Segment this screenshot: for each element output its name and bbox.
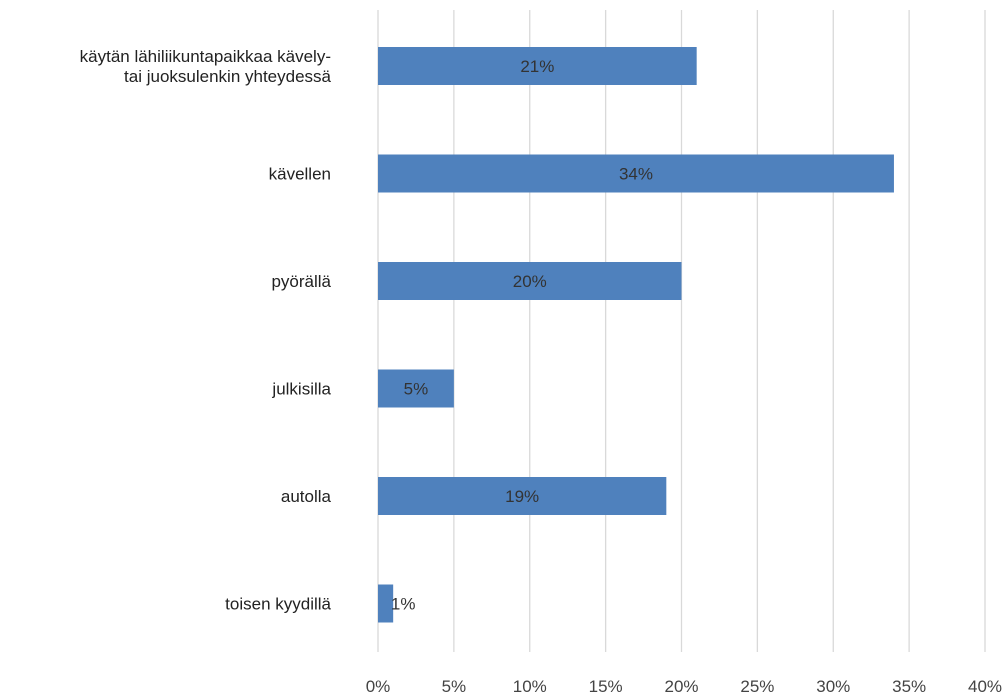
data-label: 5% [404,380,429,399]
bar [378,262,682,300]
data-label: 21% [520,57,554,76]
bars [378,47,894,623]
category-label: käytän lähiliikuntapaikkaa kävely-tai ju… [80,47,332,86]
x-tick-label: 40% [968,677,1002,696]
data-label: 1% [391,595,416,614]
bar [378,154,894,193]
x-tick-label: 15% [589,677,623,696]
bar [378,477,667,515]
category-label: autolla [281,487,332,506]
gridlines [377,10,986,652]
x-tick-label: 25% [740,677,774,696]
x-tick-label: 5% [442,677,467,696]
x-tick-label: 30% [816,677,850,696]
x-tick-labels: 0% 5% 10% 15% 20% 25% 30% 35% 40% [366,677,1002,696]
bar [378,47,697,85]
category-label: kävellen [269,165,331,184]
x-tick-label: 20% [664,677,698,696]
bar [378,584,394,623]
x-tick-label: 10% [513,677,547,696]
bar [378,369,454,408]
category-label: julkisilla [271,380,331,399]
data-label: 20% [513,272,547,291]
category-label: toisen kyydillä [225,595,331,614]
data-label: 19% [505,487,539,506]
category-label: pyörällä [271,272,331,291]
x-tick-label: 0% [366,677,391,696]
data-labels: 21% 34% 20% 5% 19% 1% [391,57,653,614]
data-label: 34% [619,165,653,184]
x-tick-label: 35% [892,677,926,696]
category-labels: käytän lähiliikuntapaikkaa kävely-tai ju… [80,47,332,614]
